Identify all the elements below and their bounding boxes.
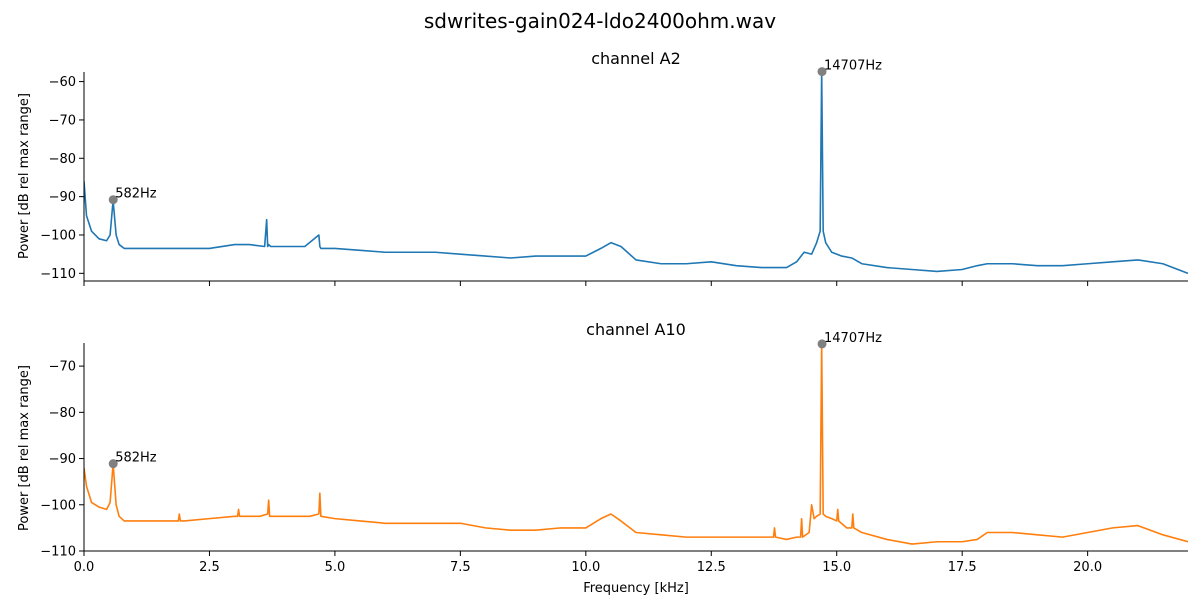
x-tick-label: 7.5 [450,560,471,575]
x-tick-label: 12.5 [697,560,726,575]
y-tick-label: −80 [49,406,76,421]
panel-title: channel A2 [591,49,681,68]
y-axis-label: Power [dB rel max range] [17,365,32,531]
x-tick-label: 5.0 [325,560,346,575]
x-tick-label: 15.0 [822,560,851,575]
x-tick-label: 2.5 [199,560,220,575]
y-tick-label: −100 [40,498,76,513]
panel-title: channel A10 [586,320,686,339]
series-line [84,70,1188,275]
figure-suptitle: sdwrites-gain024-ldo2400ohm.wav [424,9,776,33]
peak-marker [817,339,827,349]
y-tick-label: −70 [49,360,76,375]
y-axis-label: Power [dB rel max range] [17,93,32,259]
peak-label: 14707Hz [824,59,882,74]
x-tick-label: 0.0 [74,560,95,575]
y-tick-label: −80 [49,152,76,167]
x-tick-label: 10.0 [571,560,600,575]
peak-marker [108,459,118,469]
plot-area: −60 −70 −80 −90 −100 −110 582Hz 14707Hz [40,59,1188,286]
y-tick-label: −90 [49,190,76,205]
x-axis-label: Frequency [kHz] [583,581,689,596]
y-tick-label: −70 [49,113,76,128]
y-tick-label: −90 [49,452,76,467]
y-tick-label: −60 [49,75,76,90]
peak-label: 14707Hz [824,331,882,346]
y-tick-label: −110 [40,267,76,282]
peak-label: 582Hz [115,451,157,466]
peak-marker [817,67,827,77]
x-tick-label: 20.0 [1073,560,1102,575]
peak-label: 582Hz [115,187,157,202]
y-tick-label: −110 [40,545,76,560]
x-tick-label: 17.5 [948,560,977,575]
y-tick-label: −100 [40,228,76,243]
panel-channel-a10: channel A10 Power [dB rel max range] Fre… [17,320,1188,596]
series-line [84,343,1188,545]
peak-marker [108,195,118,205]
panel-channel-a2: channel A2 Power [dB rel max range] −60−… [17,49,1188,286]
